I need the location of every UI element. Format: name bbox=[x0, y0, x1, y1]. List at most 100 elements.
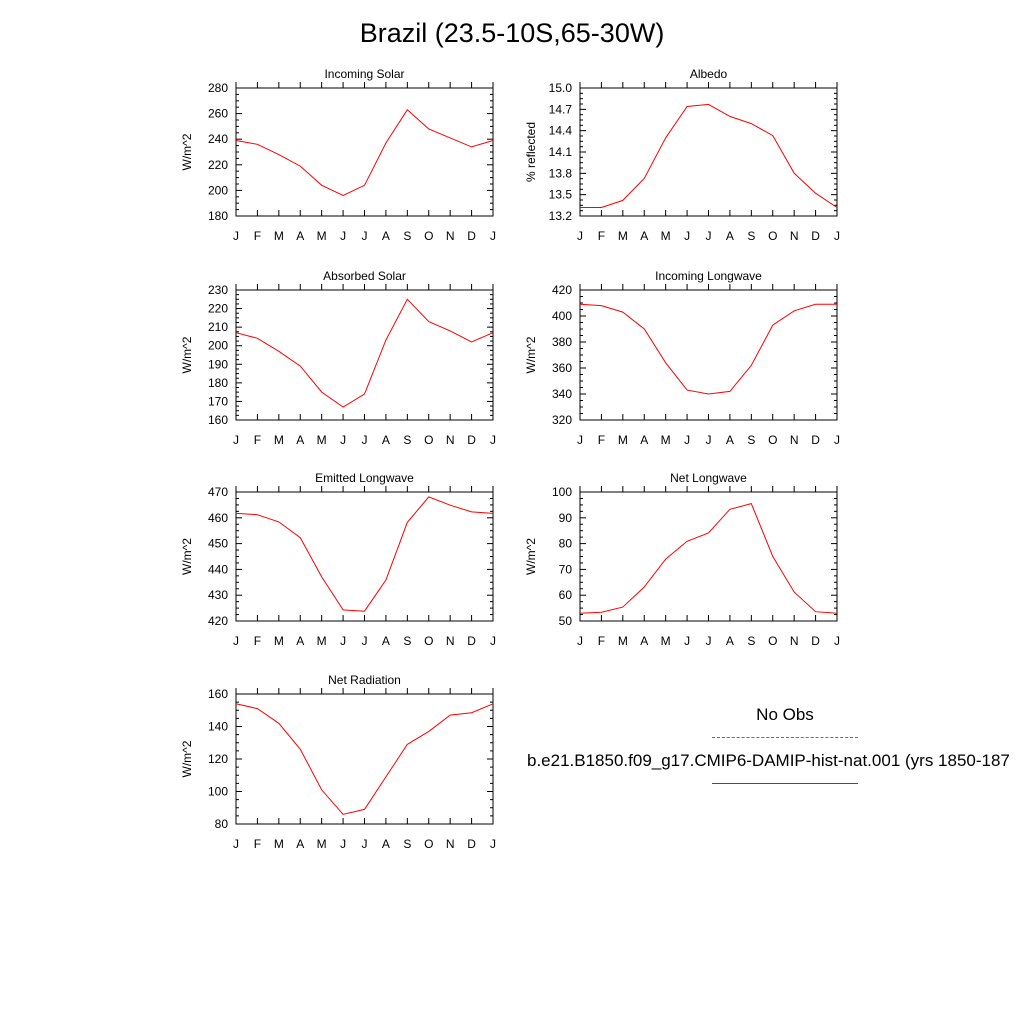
panel-2-ytick-label: 14.4 bbox=[549, 124, 573, 138]
panel-6-xtick-label: S bbox=[747, 634, 755, 648]
panel-1-xtick-label: D bbox=[467, 229, 476, 243]
panel-7-ytick-label: 160 bbox=[208, 687, 228, 701]
panel-5-xtick-label: J bbox=[340, 634, 346, 648]
panel-2-xtick-label: O bbox=[768, 229, 777, 243]
panel-6-xtick-label: M bbox=[661, 634, 671, 648]
panel-2-xtick-label: J bbox=[834, 229, 840, 243]
panel-4-xtick-label: A bbox=[726, 433, 734, 447]
panel-2-title: Albedo bbox=[690, 67, 728, 81]
panel-2-ytick-label: 14.1 bbox=[549, 145, 573, 159]
panel-1-xtick-label: A bbox=[296, 229, 304, 243]
panel-4-ytick-label: 340 bbox=[552, 387, 572, 401]
legend-obs-label: No Obs bbox=[756, 705, 814, 724]
panel-6-ytick-label: 90 bbox=[559, 511, 573, 525]
panel-2-xtick-label: D bbox=[811, 229, 820, 243]
panel-2-xtick-label: J bbox=[684, 229, 690, 243]
panel-4-xtick-label: M bbox=[661, 433, 671, 447]
panel-5-ytick-label: 420 bbox=[208, 614, 228, 628]
panel-5-xtick-label: J bbox=[490, 634, 496, 648]
panel-2-ytick-label: 15.0 bbox=[549, 81, 573, 95]
panel-3-xtick-label: J bbox=[340, 433, 346, 447]
panel-2-xtick-label: M bbox=[661, 229, 671, 243]
panel-6-title: Net Longwave bbox=[670, 471, 747, 485]
panel-3-xtick-label: J bbox=[362, 433, 368, 447]
panel-6-xtick-label: A bbox=[726, 634, 734, 648]
panel-4-xtick-label: S bbox=[747, 433, 755, 447]
legend-model-line bbox=[712, 783, 858, 784]
panel-6-xtick-label: F bbox=[598, 634, 605, 648]
panel-3-ytick-label: 220 bbox=[208, 302, 228, 316]
legend-model-label: b.e21.B1850.f09_g17.CMIP6-DAMIP-hist-nat… bbox=[527, 751, 1010, 770]
panel-7-ylabel: W/m^2 bbox=[180, 740, 194, 777]
panel-6-ytick-label: 50 bbox=[559, 614, 573, 628]
panel-5-xtick-label: S bbox=[403, 634, 411, 648]
panel-3-ytick-label: 170 bbox=[208, 394, 228, 408]
panel-4-xtick-label: F bbox=[598, 433, 605, 447]
panel-7-ytick-label: 140 bbox=[208, 720, 228, 734]
panel-2-xtick-label: M bbox=[618, 229, 628, 243]
panel-5-ytick-label: 440 bbox=[208, 562, 228, 576]
panel-5-xtick-label: M bbox=[274, 634, 284, 648]
panel-3-xtick-label: S bbox=[403, 433, 411, 447]
panel-2-xtick-label: J bbox=[706, 229, 712, 243]
panel-1-title: Incoming Solar bbox=[324, 67, 404, 81]
panel-7-xtick-label: F bbox=[254, 837, 261, 851]
panel-6-ytick-label: 70 bbox=[559, 562, 573, 576]
panel-3-xtick-label: A bbox=[382, 433, 390, 447]
panel-2-xtick-label: J bbox=[577, 229, 583, 243]
panel-1-ytick-label: 280 bbox=[208, 81, 228, 95]
panel-6-xtick-label: N bbox=[790, 634, 799, 648]
panel-2-xtick-label: N bbox=[790, 229, 799, 243]
panel-5-xtick-label: F bbox=[254, 634, 261, 648]
panel-3-ytick-label: 210 bbox=[208, 320, 228, 334]
panel-5-xtick-label: O bbox=[424, 634, 433, 648]
panel-7-title: Net Radiation bbox=[328, 673, 401, 687]
panel-4-xtick-label: A bbox=[640, 433, 648, 447]
panel-5-ytick-label: 450 bbox=[208, 537, 228, 551]
panel-6-xtick-label: J bbox=[577, 634, 583, 648]
panel-5-xtick-label: A bbox=[382, 634, 390, 648]
panel-3-ytick-label: 230 bbox=[208, 283, 228, 297]
panel-2-xtick-label: A bbox=[640, 229, 648, 243]
panel-1-xtick-label: J bbox=[362, 229, 368, 243]
panel-3-ytick-label: 190 bbox=[208, 357, 228, 371]
panel-7-ytick-label: 100 bbox=[208, 785, 228, 799]
panel-3-xtick-label: J bbox=[490, 433, 496, 447]
panel-1-ylabel: W/m^2 bbox=[180, 133, 194, 170]
panel-1-ytick-label: 260 bbox=[208, 107, 228, 121]
panel-5-xtick-label: D bbox=[467, 634, 476, 648]
panel-1-series-line bbox=[235, 109, 494, 197]
panel-4-ytick-label: 400 bbox=[552, 309, 572, 323]
panel-7-xtick-label: M bbox=[317, 837, 327, 851]
panel-3-title: Absorbed Solar bbox=[323, 269, 406, 283]
panel-6-ylabel: W/m^2 bbox=[524, 538, 538, 575]
panel-5-frame bbox=[235, 491, 494, 622]
panel-7-xtick-label: A bbox=[296, 837, 304, 851]
panel-5-xtick-label: A bbox=[296, 634, 304, 648]
panel-6-xtick-label: J bbox=[684, 634, 690, 648]
panel-5-xtick-label: J bbox=[233, 634, 239, 648]
panel-6-xtick-label: M bbox=[618, 634, 628, 648]
panel-3-xtick-label: F bbox=[254, 433, 261, 447]
panel-3-xtick-label: O bbox=[424, 433, 433, 447]
panel-2-frame bbox=[579, 87, 838, 217]
panel-7-frame bbox=[235, 693, 494, 825]
panel-4-xtick-label: O bbox=[768, 433, 777, 447]
panel-1-xtick-label: F bbox=[254, 229, 261, 243]
panel-2-ytick-label: 13.8 bbox=[549, 166, 573, 180]
panel-3-series-line bbox=[235, 298, 494, 408]
panel-7-xtick-label: J bbox=[340, 837, 346, 851]
panel-1-xtick-label: J bbox=[490, 229, 496, 243]
panel-3-xtick-label: A bbox=[296, 433, 304, 447]
panel-3-xtick-label: M bbox=[317, 433, 327, 447]
panel-4-ytick-label: 320 bbox=[552, 413, 572, 427]
panel-1-xtick-label: S bbox=[403, 229, 411, 243]
panel-5-ytick-label: 470 bbox=[208, 485, 228, 499]
panel-2-ytick-label: 13.5 bbox=[549, 188, 573, 202]
panel-5-ylabel: W/m^2 bbox=[180, 538, 194, 575]
panel-4-xtick-label: N bbox=[790, 433, 799, 447]
panel-3-xtick-label: D bbox=[467, 433, 476, 447]
panel-1-ytick-label: 200 bbox=[208, 183, 228, 197]
panel-1-ytick-label: 180 bbox=[208, 209, 228, 223]
panel-2-ytick-label: 14.7 bbox=[549, 102, 573, 116]
